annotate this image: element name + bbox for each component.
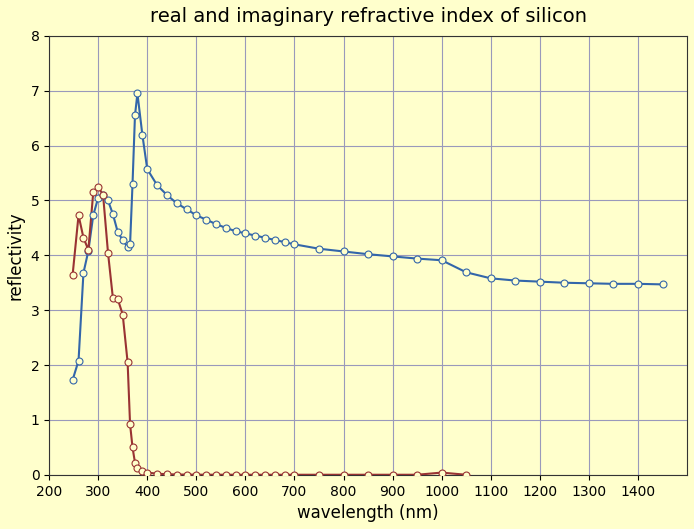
Point <box>92 194 103 202</box>
Point <box>108 294 119 303</box>
Point <box>117 236 128 244</box>
X-axis label: wavelength (nm): wavelength (nm) <box>297 504 439 522</box>
Point <box>122 243 133 251</box>
Point <box>657 280 668 289</box>
Point <box>338 247 349 256</box>
Point <box>461 471 472 479</box>
Point <box>122 358 133 367</box>
Point <box>73 211 84 220</box>
Point <box>132 89 143 98</box>
Point <box>129 111 140 120</box>
Point <box>279 470 290 479</box>
Point <box>412 254 423 263</box>
Point <box>124 420 135 428</box>
Point <box>103 196 114 205</box>
Point <box>142 165 153 174</box>
Point <box>230 470 241 479</box>
Point <box>112 228 124 236</box>
Point <box>314 244 325 253</box>
Point <box>387 252 398 261</box>
Point <box>92 183 103 191</box>
Point <box>83 247 94 255</box>
Point <box>201 215 212 224</box>
Point <box>289 240 300 249</box>
Point <box>240 229 251 238</box>
Point <box>98 191 109 199</box>
Point <box>412 470 423 479</box>
Point <box>108 210 119 218</box>
Point <box>230 227 241 235</box>
Point <box>87 188 99 196</box>
Point <box>161 470 172 478</box>
Y-axis label: reflectivity: reflectivity <box>7 211 25 299</box>
Point <box>250 470 261 479</box>
Point <box>103 248 114 257</box>
Point <box>279 238 290 247</box>
Point <box>67 376 78 384</box>
Point <box>83 245 94 254</box>
Point <box>151 181 162 189</box>
Point <box>210 220 221 228</box>
Point <box>67 270 78 279</box>
Point <box>137 467 148 475</box>
Point <box>289 470 300 479</box>
Point <box>112 295 124 304</box>
Point <box>269 236 280 244</box>
Point <box>436 468 447 477</box>
Point <box>559 278 570 287</box>
Point <box>161 191 172 199</box>
Point <box>129 459 140 467</box>
Point <box>269 470 280 479</box>
Point <box>314 470 325 479</box>
Point <box>117 311 128 319</box>
Point <box>362 250 373 259</box>
Point <box>127 180 138 188</box>
Point <box>124 240 135 249</box>
Point <box>362 470 373 479</box>
Point <box>436 256 447 264</box>
Point <box>78 269 89 277</box>
Point <box>98 191 109 199</box>
Title: real and imaginary refractive index of silicon: real and imaginary refractive index of s… <box>150 7 586 26</box>
Point <box>127 443 138 452</box>
Point <box>461 268 472 277</box>
Point <box>220 470 231 479</box>
Point <box>534 277 545 286</box>
Point <box>201 470 212 479</box>
Point <box>485 274 496 282</box>
Point <box>584 279 595 288</box>
Point <box>181 470 192 479</box>
Point <box>73 357 84 365</box>
Point <box>608 280 619 288</box>
Point <box>191 470 202 479</box>
Point <box>510 276 521 285</box>
Point <box>338 470 349 479</box>
Point <box>191 211 202 220</box>
Point <box>240 470 251 479</box>
Point <box>171 470 183 479</box>
Point <box>78 233 89 242</box>
Point <box>632 280 643 288</box>
Point <box>260 233 271 242</box>
Point <box>260 470 271 479</box>
Point <box>210 470 221 479</box>
Point <box>171 199 183 207</box>
Point <box>87 211 99 220</box>
Point <box>387 470 398 479</box>
Point <box>137 130 148 139</box>
Point <box>132 463 143 472</box>
Point <box>142 468 153 477</box>
Point <box>181 205 192 213</box>
Point <box>151 469 162 478</box>
Point <box>220 224 231 232</box>
Point <box>250 231 261 240</box>
